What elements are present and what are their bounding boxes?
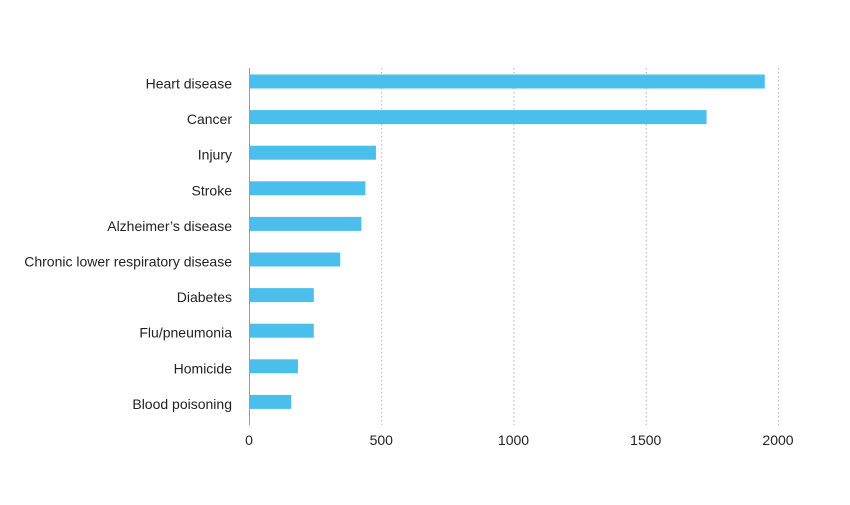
category-label-cancer: Cancer xyxy=(187,111,232,127)
x-tick-label-1000: 1000 xyxy=(498,432,529,448)
x-tick-label-2000: 2000 xyxy=(762,432,793,448)
category-label-diabetes: Diabetes xyxy=(177,289,232,305)
bar-flu-pneumonia xyxy=(249,323,314,338)
category-label-flu-pneumonia: Flu/pneumonia xyxy=(139,325,232,341)
category-label-chronic-lower-respiratory-disease: Chronic lower respiratory disease xyxy=(24,254,232,270)
category-label-alzheimer-s-disease: Alzheimer’s disease xyxy=(107,218,232,234)
bar-stroke xyxy=(249,181,366,196)
x-tick-label-1500: 1500 xyxy=(630,432,661,448)
category-label-homicide: Homicide xyxy=(174,360,233,376)
bar-alzheimer-s-disease xyxy=(249,216,362,231)
category-label-injury: Injury xyxy=(198,147,232,163)
category-labels: Heart disease Cancer Injury Stroke Alzheimer… xyxy=(24,76,232,412)
x-tick-label-500: 500 xyxy=(370,432,394,448)
category-label-blood-poisoning: Blood poisoning xyxy=(132,396,232,412)
bar-injury xyxy=(249,145,376,160)
gridlines xyxy=(381,68,779,425)
bar-diabetes xyxy=(249,288,314,303)
bar-heart-disease xyxy=(249,74,765,89)
bars xyxy=(249,74,765,409)
bar-homicide xyxy=(249,359,298,374)
x-tick-label-0: 0 xyxy=(245,432,253,448)
category-label-stroke: Stroke xyxy=(192,182,233,198)
bar-chronic-lower-respiratory-disease xyxy=(249,252,341,267)
bar-blood-poisoning xyxy=(249,394,292,409)
x-tick-labels: 0 500 1000 1500 2000 xyxy=(245,432,794,448)
bar-cancer xyxy=(249,110,707,125)
category-label-heart-disease: Heart disease xyxy=(146,76,233,92)
